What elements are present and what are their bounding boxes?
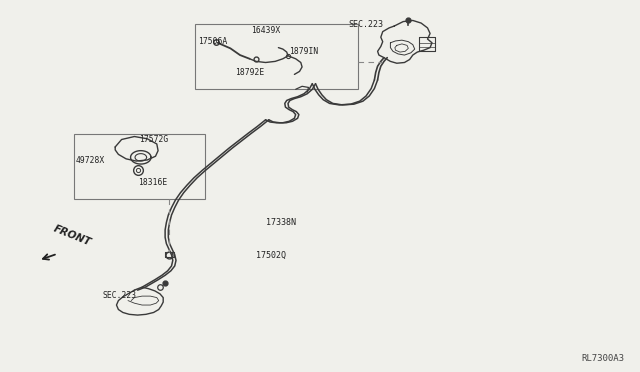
Text: 18316E: 18316E (138, 178, 167, 187)
Bar (74, 134, 205, 199)
Text: SEC.223: SEC.223 (349, 20, 384, 29)
Text: 17338N: 17338N (266, 218, 296, 227)
Text: RL7300A3: RL7300A3 (581, 354, 624, 363)
Bar (195, 24, 358, 89)
Text: FRONT: FRONT (52, 223, 93, 247)
Text: SEC.223: SEC.223 (102, 291, 136, 300)
Text: 17502Q: 17502Q (256, 251, 286, 260)
Text: 1879IN: 1879IN (289, 47, 319, 56)
Text: 16439X: 16439X (251, 26, 280, 35)
Text: 49728X: 49728X (76, 156, 105, 165)
Text: 18792E: 18792E (235, 68, 264, 77)
Text: 17572G: 17572G (140, 135, 169, 144)
Text: 17506A: 17506A (198, 37, 228, 46)
